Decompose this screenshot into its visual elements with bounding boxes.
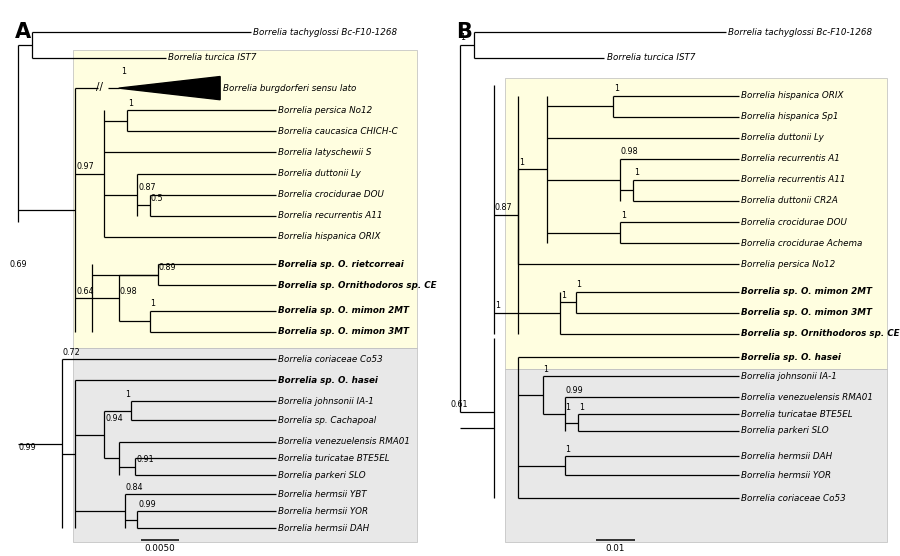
Text: Borrelia persica No12: Borrelia persica No12 [278, 106, 373, 115]
Text: Borrelia venezuelensis RMA01: Borrelia venezuelensis RMA01 [741, 393, 873, 401]
Text: 0.89: 0.89 [159, 264, 176, 272]
Bar [73, 348, 417, 542]
Text: 0.0050: 0.0050 [145, 544, 176, 553]
Text: Borrelia hermsii DAH: Borrelia hermsii DAH [741, 452, 832, 461]
Text: 0.97: 0.97 [76, 162, 94, 171]
Text: 1: 1 [125, 390, 130, 399]
Bar [505, 369, 886, 542]
Text: Borrelia johnsonii IA-1: Borrelia johnsonii IA-1 [278, 397, 374, 406]
Text: Borrelia sp. O. mimon 3MT: Borrelia sp. O. mimon 3MT [741, 309, 872, 317]
Text: Borrelia recurrentis A1: Borrelia recurrentis A1 [741, 155, 840, 163]
Text: 0.5: 0.5 [150, 193, 163, 203]
Text: 1: 1 [561, 291, 566, 300]
Text: 0.87: 0.87 [139, 183, 156, 192]
Text: Borrelia crocidurae DOU: Borrelia crocidurae DOU [278, 190, 384, 199]
Text: Borrelia coriaceae Co53: Borrelia coriaceae Co53 [278, 355, 382, 364]
Text: Borrelia duttonii Ly: Borrelia duttonii Ly [741, 133, 824, 142]
Text: Borrelia latyschewii S: Borrelia latyschewii S [278, 148, 372, 157]
Text: Borrelia turicatae BTE5EL: Borrelia turicatae BTE5EL [741, 410, 852, 419]
Text: 1: 1 [579, 403, 584, 411]
Text: 0.64: 0.64 [76, 286, 94, 295]
Text: 0.01: 0.01 [606, 544, 626, 553]
Text: 0.84: 0.84 [126, 483, 143, 492]
Text: Borrelia hermsii YOR: Borrelia hermsii YOR [278, 507, 368, 515]
Text: Borrelia sp. Ornithodoros sp. CE: Borrelia sp. Ornithodoros sp. CE [278, 281, 436, 290]
Text: Borrelia recurrentis A11: Borrelia recurrentis A11 [741, 175, 846, 185]
Text: 0.98: 0.98 [621, 147, 638, 156]
Text: Borrelia turcica IST7: Borrelia turcica IST7 [607, 53, 695, 62]
Text: Borrelia persica No12: Borrelia persica No12 [741, 260, 835, 269]
Text: Borrelia johnsonii IA-1: Borrelia johnsonii IA-1 [741, 371, 837, 381]
Text: Borrelia hispanica ORIX: Borrelia hispanica ORIX [278, 232, 381, 241]
Text: Borrelia sp. Ornithodoros sp. CE: Borrelia sp. Ornithodoros sp. CE [741, 329, 900, 339]
Text: Borrelia coriaceae Co53: Borrelia coriaceae Co53 [741, 494, 846, 503]
Text: A: A [15, 22, 32, 42]
Text: Borrelia crocidurae Achema: Borrelia crocidurae Achema [741, 239, 862, 247]
Text: 1: 1 [150, 299, 156, 308]
Text: 0.61: 0.61 [451, 400, 468, 409]
Text: Borrelia sp. O. hasei: Borrelia sp. O. hasei [278, 376, 378, 385]
Text: Borrelia sp. Cachapoal: Borrelia sp. Cachapoal [278, 416, 376, 425]
Text: B: B [456, 22, 472, 42]
Text: Borrelia hispanica ORIX: Borrelia hispanica ORIX [741, 91, 843, 100]
Text: Borrelia duttonii Ly: Borrelia duttonii Ly [278, 169, 361, 178]
Text: Borrelia venezuelensis RMA01: Borrelia venezuelensis RMA01 [278, 437, 410, 446]
Text: 1: 1 [565, 403, 571, 411]
Text: Borrelia hermsii YOR: Borrelia hermsii YOR [741, 471, 832, 480]
Text: Borrelia burgdorferi sensu lato: Borrelia burgdorferi sensu lato [223, 83, 356, 93]
Text: Borrelia tachyglossi Bc-F10-1268: Borrelia tachyglossi Bc-F10-1268 [728, 28, 872, 37]
Text: 0.99: 0.99 [19, 443, 37, 451]
Text: 1: 1 [519, 158, 524, 167]
Text: 1: 1 [128, 99, 133, 108]
Text: Borrelia sp. O. hasei: Borrelia sp. O. hasei [741, 353, 841, 361]
Text: 1: 1 [565, 445, 571, 454]
Text: Borrelia hispanica Sp1: Borrelia hispanica Sp1 [741, 112, 839, 121]
Bar [505, 78, 886, 369]
Text: Borrelia duttonii CR2A: Borrelia duttonii CR2A [741, 196, 838, 206]
Text: Borrelia turicatae BTE5EL: Borrelia turicatae BTE5EL [278, 454, 390, 463]
Polygon shape [119, 77, 220, 100]
Text: 0.91: 0.91 [136, 455, 154, 464]
Text: 1: 1 [121, 67, 126, 76]
Text: 1: 1 [495, 301, 500, 310]
Text: 1: 1 [634, 168, 639, 177]
Text: 1: 1 [577, 280, 581, 289]
Text: Borrelia recurrentis A11: Borrelia recurrentis A11 [278, 211, 382, 220]
Text: 0.87: 0.87 [495, 203, 513, 212]
Text: 0.99: 0.99 [139, 500, 156, 509]
Text: 0.98: 0.98 [120, 286, 137, 295]
Bar [73, 50, 417, 348]
Text: 1: 1 [544, 365, 548, 374]
Text: Borrelia turcica IST7: Borrelia turcica IST7 [168, 53, 256, 62]
Text: Borrelia tachyglossi Bc-F10-1268: Borrelia tachyglossi Bc-F10-1268 [253, 28, 398, 37]
Text: Borrelia sp. O. mimon 2MT: Borrelia sp. O. mimon 2MT [741, 287, 872, 296]
Text: Borrelia hermsii DAH: Borrelia hermsii DAH [278, 524, 369, 533]
Text: Borrelia sp. O. mimon 3MT: Borrelia sp. O. mimon 3MT [278, 327, 410, 336]
Text: //: // [95, 82, 103, 92]
Text: Borrelia sp. O. mimon 2MT: Borrelia sp. O. mimon 2MT [278, 306, 410, 315]
Text: 0.72: 0.72 [63, 348, 81, 357]
Text: 1: 1 [461, 33, 465, 42]
Text: 0.94: 0.94 [105, 414, 122, 423]
Text: Borrelia crocidurae DOU: Borrelia crocidurae DOU [741, 217, 847, 227]
Text: Borrelia caucasica CHICH-C: Borrelia caucasica CHICH-C [278, 127, 398, 136]
Text: 0.99: 0.99 [565, 386, 583, 395]
Text: Borrelia parkeri SLO: Borrelia parkeri SLO [741, 426, 829, 435]
Text: 1: 1 [621, 211, 626, 220]
Text: Borrelia hermsii YBT: Borrelia hermsii YBT [278, 490, 366, 499]
Text: 0.69: 0.69 [10, 260, 28, 269]
Text: Borrelia parkeri SLO: Borrelia parkeri SLO [278, 471, 365, 480]
Text: 1: 1 [614, 84, 619, 93]
Text: Borrelia sp. O. rietcorreai: Borrelia sp. O. rietcorreai [278, 260, 404, 269]
